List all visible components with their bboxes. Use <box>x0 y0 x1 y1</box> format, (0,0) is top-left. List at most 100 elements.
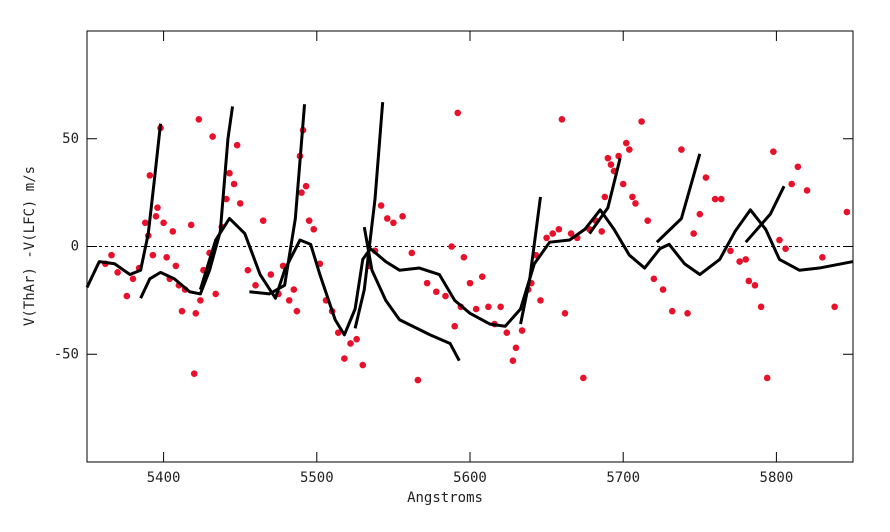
data-point <box>702 174 710 181</box>
data-point <box>293 307 301 315</box>
data-point <box>353 335 360 343</box>
data-point <box>751 281 759 289</box>
data-point <box>290 286 298 293</box>
data-point <box>259 217 267 224</box>
data-point <box>233 141 241 149</box>
data-point <box>788 180 796 188</box>
data-point <box>154 204 161 212</box>
data-point <box>226 169 233 177</box>
data-point <box>209 133 216 140</box>
x-axis-label: Angstroms <box>407 490 483 506</box>
data-point <box>108 251 115 259</box>
data-point <box>377 202 385 209</box>
data-point <box>305 217 313 224</box>
data-point <box>152 213 160 220</box>
data-point <box>615 152 622 160</box>
data-point <box>466 279 474 287</box>
data-point <box>178 307 186 315</box>
data-point <box>223 195 230 203</box>
data-point <box>197 297 204 304</box>
fit-curve <box>198 208 854 337</box>
data-point <box>298 189 305 196</box>
data-point <box>684 310 691 317</box>
data-point <box>659 286 667 293</box>
data-point <box>632 200 639 207</box>
data-point <box>690 230 697 237</box>
data-point <box>399 213 406 220</box>
data-point <box>555 225 563 233</box>
data-point <box>172 262 180 270</box>
data-point <box>432 288 440 296</box>
data-point <box>717 195 725 203</box>
data-point <box>252 281 259 289</box>
data-point <box>408 249 416 257</box>
data-point <box>518 327 526 334</box>
data-point <box>831 303 838 311</box>
data-point <box>629 193 636 201</box>
fit-curve <box>588 157 622 235</box>
data-point <box>141 219 149 227</box>
x-tick-label: 5500 <box>300 470 334 486</box>
data-point <box>129 275 137 283</box>
fit-curve <box>249 104 307 296</box>
data-point <box>509 357 517 365</box>
data-point <box>678 146 685 153</box>
data-point <box>187 221 195 229</box>
data-point <box>478 273 486 280</box>
data-point <box>598 228 606 235</box>
data-point <box>619 180 627 188</box>
y-axis-label: V(ThAr) -V(LFC) m/s <box>22 166 38 326</box>
data-point <box>727 247 734 255</box>
data-point <box>442 292 449 300</box>
data-point <box>451 322 458 330</box>
data-point <box>567 230 575 237</box>
data-point <box>146 172 154 179</box>
x-tick-label: 5600 <box>453 470 487 486</box>
data-point <box>454 109 462 117</box>
data-point <box>414 376 422 384</box>
data-point <box>558 116 566 123</box>
data-point <box>285 297 293 304</box>
data-point <box>782 245 789 252</box>
data-point <box>160 219 167 227</box>
y-tick-label: 50 <box>62 131 79 147</box>
data-point <box>607 161 615 168</box>
data-point <box>757 303 765 311</box>
fit-curve <box>519 196 542 325</box>
x-tick-label: 5400 <box>147 470 181 486</box>
fit-curve <box>744 185 786 244</box>
data-point <box>626 146 633 153</box>
data-point <box>503 329 511 337</box>
data-point <box>543 234 550 242</box>
data-point <box>745 277 753 285</box>
data-point <box>195 116 203 123</box>
data-point <box>497 303 504 311</box>
data-point <box>601 193 609 201</box>
data-point <box>644 217 652 224</box>
data-point <box>472 305 480 313</box>
data-point <box>423 279 431 287</box>
fit-curve <box>655 153 702 244</box>
data-point <box>604 154 612 162</box>
data-point <box>390 219 397 227</box>
data-point <box>549 230 557 237</box>
data-point <box>236 200 244 207</box>
data-point <box>512 344 520 352</box>
data-point <box>230 180 238 188</box>
data-point <box>310 225 318 233</box>
data-point <box>244 266 252 274</box>
data-point <box>212 290 219 298</box>
data-point <box>803 187 811 194</box>
data-point <box>770 148 777 155</box>
fit-curve <box>85 123 163 289</box>
data-point <box>638 118 645 125</box>
y-tick-label: 0 <box>71 239 79 255</box>
data-point <box>334 329 342 337</box>
fit-curve <box>362 226 461 362</box>
data-point <box>763 374 771 382</box>
data-point <box>114 269 121 276</box>
data-point <box>776 236 783 244</box>
fit-curve <box>139 106 235 299</box>
data-point <box>123 292 131 300</box>
data-point <box>149 251 157 259</box>
